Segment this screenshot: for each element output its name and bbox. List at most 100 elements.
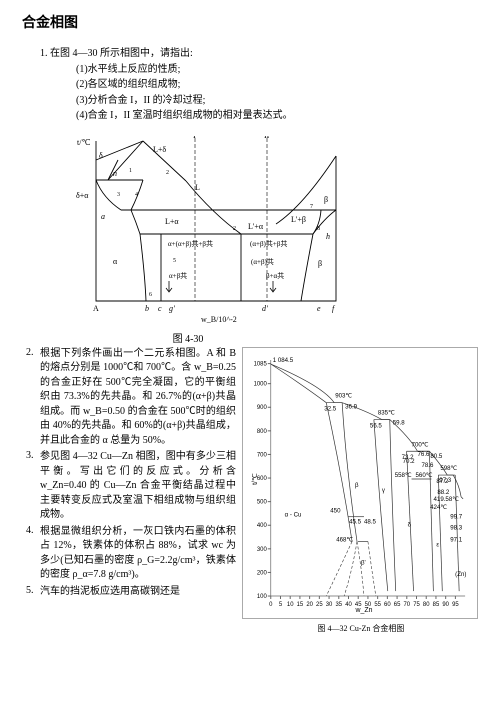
- svg-text:45.5: 45.5: [349, 518, 362, 525]
- q1-sub-4: (4)合金 I，II 室温时组织组成物的相对量表达式。: [76, 108, 482, 124]
- svg-text:h: h: [326, 232, 330, 241]
- question-3: 3. 参见图 4—32 Cu—Zn 相图，图中有多少三相平衡。写出它们的反应式。…: [26, 450, 236, 523]
- q1-sub-1: (1)水平线上反应的性质;: [76, 62, 482, 78]
- svg-text:t/℃: t/℃: [77, 138, 90, 147]
- svg-text:88.2: 88.2: [437, 488, 450, 495]
- svg-text:1000: 1000: [254, 381, 268, 387]
- svg-text:2: 2: [166, 170, 169, 176]
- svg-text:20: 20: [306, 601, 313, 607]
- svg-text:I: I: [193, 136, 196, 140]
- svg-text:903℃: 903℃: [335, 392, 352, 399]
- svg-text:65: 65: [394, 601, 401, 607]
- svg-text:900: 900: [257, 405, 268, 411]
- q1-sub-2: (2)各区域的组织组成物;: [76, 77, 482, 93]
- svg-text:56.5: 56.5: [370, 422, 383, 429]
- svg-text:w_B/10^-2: w_B/10^-2: [201, 315, 237, 324]
- svg-text:560℃: 560℃: [416, 472, 433, 479]
- svg-text:40: 40: [345, 601, 352, 607]
- svg-text:419.58℃: 419.58℃: [434, 495, 460, 502]
- svg-text:10: 10: [287, 601, 294, 607]
- svg-text:75: 75: [413, 601, 420, 607]
- svg-text:8: 8: [317, 226, 320, 232]
- svg-text:36.9: 36.9: [345, 403, 358, 410]
- svg-text:b: b: [145, 304, 149, 313]
- svg-text:450: 450: [330, 507, 341, 514]
- question-2: 2. 根据下列条件画出一个二元系相图。A 和 B 的熔点分别是 1000℃和 7…: [26, 347, 236, 449]
- svg-text:L+δ: L+δ: [153, 145, 166, 154]
- svg-text:558℃: 558℃: [395, 472, 412, 479]
- svg-text:15: 15: [297, 601, 304, 607]
- svg-text:δ: δ: [408, 521, 412, 528]
- svg-text:γ: γ: [382, 486, 386, 493]
- figure-4-32: 10020030040050060070080090010001085 0510…: [242, 347, 478, 619]
- svg-text:d': d': [262, 304, 268, 313]
- svg-text:80: 80: [423, 601, 430, 607]
- svg-text:β: β: [355, 481, 359, 488]
- svg-text:t/℃: t/℃: [252, 473, 259, 485]
- svg-text:δ: δ: [99, 151, 103, 160]
- svg-text:1085: 1085: [254, 361, 268, 367]
- svg-text:n: n: [113, 169, 117, 178]
- svg-text:70: 70: [403, 601, 410, 607]
- svg-text:700℃: 700℃: [412, 441, 429, 448]
- svg-text:L+α: L+α: [165, 217, 179, 226]
- svg-text:30: 30: [326, 601, 333, 607]
- svg-text:99.7: 99.7: [450, 513, 463, 520]
- svg-text:3: 3: [117, 192, 120, 198]
- svg-text:ε: ε: [436, 541, 439, 548]
- q2-body: 根据下列条件画出一个二元系相图。A 和 B 的熔点分别是 1000℃和 700℃…: [40, 347, 236, 449]
- svg-text:800: 800: [257, 428, 268, 434]
- q5-body: 汽车的挡泥板应选用高碳钢还是: [40, 585, 236, 600]
- right-diagram-column: 10020030040050060070080090010001085 0510…: [242, 347, 480, 634]
- svg-text:β': β': [361, 559, 366, 566]
- svg-text:400: 400: [257, 523, 268, 529]
- svg-text:w_Zn: w_Zn: [354, 606, 372, 613]
- svg-text:200: 200: [257, 570, 268, 576]
- q3-body: 参见图 4—32 Cu—Zn 相图，图中有多少三相平衡。写出它们的反应式。分析含…: [40, 450, 236, 523]
- svg-text:35: 35: [335, 601, 342, 607]
- svg-text:80.5: 80.5: [430, 453, 443, 460]
- svg-text:e: e: [317, 304, 321, 313]
- svg-text:59.8: 59.8: [393, 419, 406, 426]
- q3-num: 3.: [26, 450, 40, 523]
- svg-text:60: 60: [384, 601, 391, 607]
- svg-text:β+α共: β+α共: [266, 271, 284, 280]
- svg-text:L'+β: L'+β: [291, 215, 306, 224]
- svg-text:48.5: 48.5: [364, 518, 377, 525]
- question-4: 4. 根据显微组织分析，一灰口铁内石墨的体积占 12%，铁素体的体积占 88%，…: [26, 525, 236, 583]
- svg-text:97.1: 97.1: [450, 536, 463, 543]
- svg-text:II: II: [264, 136, 270, 140]
- svg-text:5: 5: [279, 601, 283, 607]
- svg-text:25: 25: [316, 601, 323, 607]
- svg-text:α+(α+β)共+β共: α+(α+β)共+β共: [168, 239, 213, 248]
- q1-num: 1.: [40, 48, 48, 59]
- svg-text:(α+β)共: (α+β)共: [251, 257, 274, 266]
- svg-text:76.6: 76.6: [418, 451, 431, 458]
- svg-text:95: 95: [452, 601, 459, 607]
- q4-body: 根据显微组织分析，一灰口铁内石墨的体积占 12%，铁素体的体积占 88%，试求 …: [40, 525, 236, 583]
- svg-text:4: 4: [135, 192, 138, 198]
- svg-text:500: 500: [257, 499, 268, 505]
- svg-text:1: 1: [129, 168, 132, 174]
- svg-text:α: α: [113, 257, 118, 266]
- svg-text:g': g': [169, 304, 175, 313]
- figure-4-32-caption: 图 4—32 Cu-Zn 合金相图: [242, 623, 480, 634]
- q1-sub-3: (3)分析合金 I，II 的冷却过程;: [76, 93, 482, 109]
- svg-text:32.5: 32.5: [324, 405, 337, 412]
- svg-text:78.6: 78.6: [421, 462, 434, 469]
- q4-num: 4.: [26, 525, 40, 583]
- question-1: 1. 在图 4—30 所示相图中，请指出: (1)水平线上反应的性质; (2)各…: [40, 46, 482, 124]
- svg-text:6: 6: [149, 292, 152, 298]
- svg-text:100: 100: [257, 594, 268, 600]
- page-title: 合金相图: [22, 12, 482, 32]
- svg-text:5: 5: [173, 258, 176, 264]
- svg-text:70.2: 70.2: [403, 458, 416, 465]
- svg-text:424℃: 424℃: [430, 503, 447, 510]
- svg-text:55: 55: [374, 601, 381, 607]
- svg-text:1 084.5: 1 084.5: [273, 357, 294, 364]
- svg-text:0: 0: [269, 601, 273, 607]
- svg-text:300: 300: [257, 546, 268, 552]
- q2-num: 2.: [26, 347, 40, 449]
- svg-text:97.3: 97.3: [439, 477, 452, 484]
- svg-text:α - Cu: α - Cu: [285, 511, 302, 518]
